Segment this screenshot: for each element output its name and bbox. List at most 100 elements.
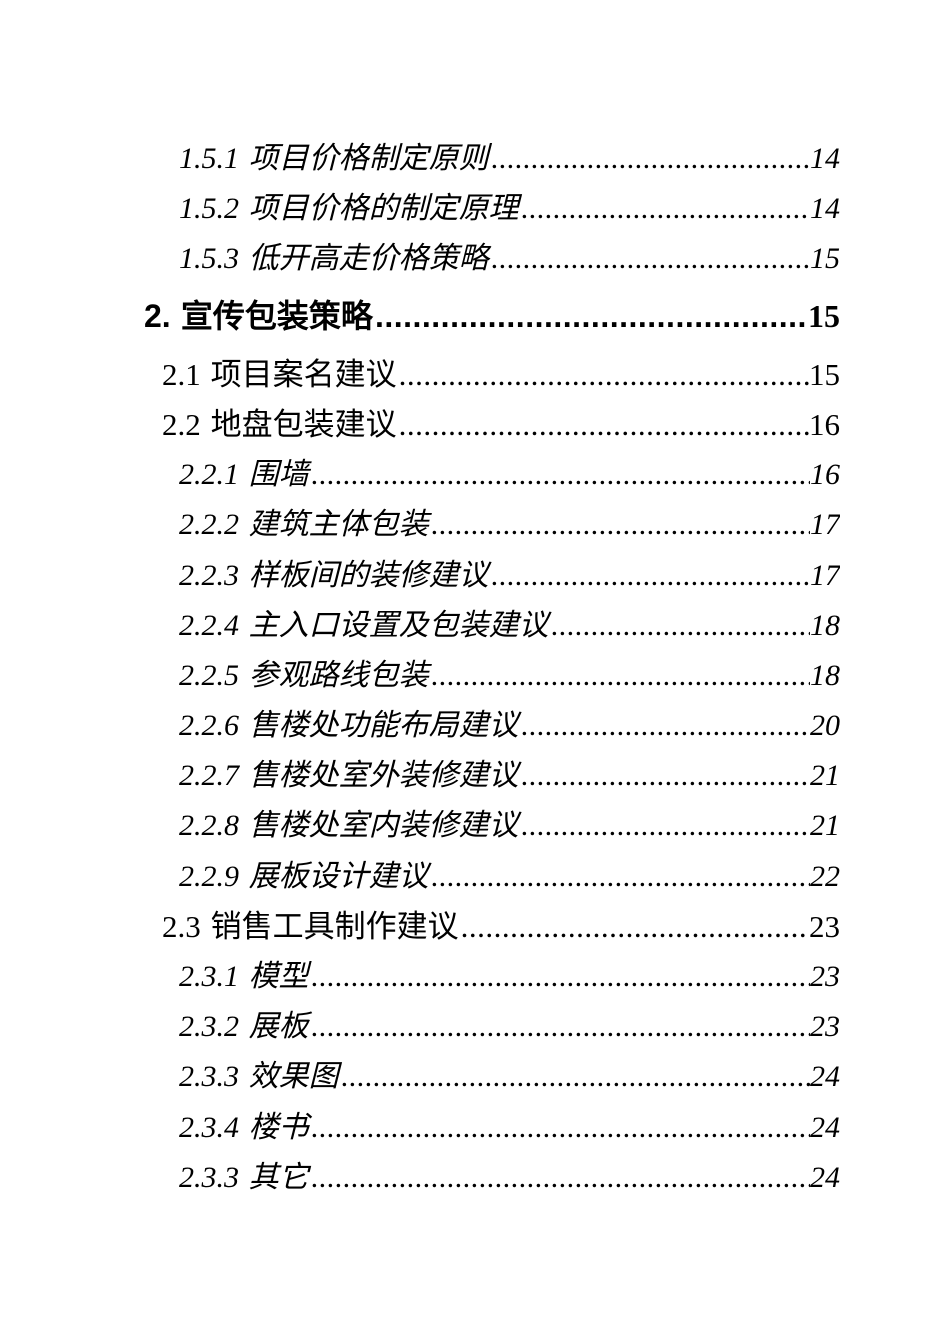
toc-entry[interactable]: 2.2.4 主入口设置及包装建议 18 bbox=[179, 593, 840, 643]
toc-entry-number: 2.2.8 bbox=[179, 809, 239, 843]
toc-entry-title: 效果图 bbox=[248, 1060, 339, 1094]
toc-entry-page: 20 bbox=[810, 709, 840, 743]
toc-entry-number: 2.3.4 bbox=[179, 1110, 239, 1144]
toc-entry-title: 楼书 bbox=[248, 1110, 309, 1144]
toc-entry-title: 低开高走价格策略 bbox=[248, 242, 489, 276]
toc-entry-page: 18 bbox=[810, 658, 840, 692]
dot-leader-icon bbox=[491, 242, 810, 276]
dot-leader-icon bbox=[461, 909, 809, 944]
toc-entry[interactable]: 2.3 销售工具制作建议 23 bbox=[162, 894, 840, 944]
toc-entry-title: 宣传包装策略 bbox=[180, 297, 373, 334]
toc-entry-title: 售楼处功能布局建议 bbox=[248, 709, 519, 743]
toc-entry[interactable]: 2.2.9 展板设计建议 22 bbox=[179, 844, 840, 894]
toc-entry-number: 2.2.2 bbox=[179, 508, 239, 542]
toc-entry-title: 模型 bbox=[248, 960, 309, 993]
dot-leader-icon bbox=[311, 1010, 810, 1044]
dot-leader-icon bbox=[551, 609, 810, 643]
toc-entry-number: 1.5.2 bbox=[179, 192, 239, 226]
toc-entry[interactable]: 2.2.1 围墙 16 bbox=[179, 442, 840, 492]
toc-entry-number: 2.2.4 bbox=[179, 608, 239, 642]
toc-entry-title: 售楼处室内装修建议 bbox=[248, 809, 519, 843]
toc-entry[interactable]: 2.3.2 展板 23 bbox=[179, 994, 840, 1044]
toc-entry-number: 2.2.6 bbox=[179, 709, 239, 743]
toc-entry[interactable]: 1.5.3 低开高走价格策略 15 bbox=[179, 226, 840, 276]
toc-entry-page: 21 bbox=[810, 759, 840, 793]
toc-entry-number: 2.1 bbox=[162, 356, 201, 392]
dot-leader-icon bbox=[431, 659, 810, 693]
toc-entry-number: 2.3.1 bbox=[179, 960, 239, 993]
dot-leader-icon bbox=[521, 759, 810, 793]
dot-leader-icon bbox=[311, 458, 810, 492]
dot-leader-icon bbox=[311, 960, 810, 994]
toc-entry-page: 24 bbox=[810, 1110, 840, 1144]
toc-entry[interactable]: 2.2.7 售楼处室外装修建议 21 bbox=[179, 743, 840, 793]
toc-entry[interactable]: 2.2.8 售楼处室内装修建议 21 bbox=[179, 793, 840, 843]
toc-entry[interactable]: 2.2.2 建筑主体包装 17 bbox=[179, 492, 840, 542]
dot-leader-icon bbox=[521, 192, 810, 226]
toc-entry-title: 销售工具制作建议 bbox=[210, 908, 459, 944]
toc-entry[interactable]: 2.2.5 参观路线包装 18 bbox=[179, 643, 840, 693]
dot-leader-icon bbox=[399, 357, 809, 392]
toc-entry-title: 主入口设置及包装建议 bbox=[248, 608, 549, 642]
toc-entry-number: 2.3 bbox=[162, 908, 201, 944]
toc-entry-title: 围墙 bbox=[248, 458, 309, 492]
toc-entry-title: 样板间的装修建议 bbox=[248, 558, 489, 592]
toc-entry[interactable]: 2.2.6 售楼处功能布局建议 20 bbox=[179, 693, 840, 743]
toc-entry-page: 18 bbox=[810, 608, 840, 642]
toc-entry[interactable]: 1.5.1 项目价格制定原则 14 bbox=[179, 126, 840, 176]
toc-list: 1.5.1 项目价格制定原则 14 1.5.2 项目价格的制定原理 14 1.5… bbox=[0, 0, 950, 1195]
toc-entry-number: 2.2.1 bbox=[179, 458, 239, 492]
dot-leader-icon bbox=[341, 1060, 810, 1094]
toc-entry-page: 23 bbox=[809, 908, 840, 944]
toc-entry-number: 1.5.1 bbox=[179, 142, 239, 175]
toc-entry-page: 15 bbox=[808, 297, 840, 334]
toc-entry-page: 21 bbox=[810, 809, 840, 843]
dot-leader-icon bbox=[431, 508, 810, 542]
toc-entry-number: 2. bbox=[144, 297, 171, 334]
toc-entry-title: 售楼处室外装修建议 bbox=[248, 759, 519, 793]
toc-entry-number: 2.2.3 bbox=[179, 558, 239, 592]
toc-entry-number: 2.2.7 bbox=[179, 759, 239, 793]
toc-entry-page: 16 bbox=[809, 406, 840, 442]
toc-entry-number: 2.3.3 bbox=[179, 1160, 239, 1194]
toc-entry[interactable]: 2.2.3 样板间的装修建议 17 bbox=[179, 543, 840, 593]
toc-entry[interactable]: 2.2 地盘包装建议 16 bbox=[162, 392, 840, 442]
toc-entry-page: 24 bbox=[810, 1160, 840, 1194]
toc-entry[interactable]: 1.5.2 项目价格的制定原理 14 bbox=[179, 176, 840, 226]
toc-entry-number: 2.2 bbox=[162, 406, 201, 442]
toc-entry[interactable]: 2.3.3 其它 24 bbox=[179, 1145, 840, 1195]
toc-entry-title: 项目价格的制定原理 bbox=[248, 192, 519, 226]
toc-entry-page: 23 bbox=[810, 960, 840, 993]
dot-leader-icon bbox=[375, 298, 808, 334]
toc-entry-title: 项目案名建议 bbox=[210, 356, 397, 392]
dot-leader-icon bbox=[311, 1161, 810, 1195]
toc-entry-page: 17 bbox=[810, 558, 840, 592]
dot-leader-icon bbox=[491, 559, 810, 593]
toc-entry[interactable]: 2.3.1 模型 23 bbox=[179, 944, 840, 994]
toc-entry-title: 展板设计建议 bbox=[248, 859, 429, 893]
toc-entry[interactable]: 2. 宣传包装策略 15 bbox=[144, 284, 840, 334]
toc-entry-page: 16 bbox=[810, 458, 840, 492]
toc-entry-title: 项目价格制定原则 bbox=[248, 142, 489, 175]
toc-entry-title: 建筑主体包装 bbox=[248, 508, 429, 542]
toc-entry-number: 2.2.5 bbox=[179, 658, 239, 692]
toc-entry-page: 23 bbox=[810, 1010, 840, 1044]
toc-entry-page: 24 bbox=[810, 1060, 840, 1094]
toc-entry-number: 1.5.3 bbox=[179, 242, 239, 276]
toc-entry-page: 15 bbox=[810, 242, 840, 276]
toc-entry-title: 参观路线包装 bbox=[248, 658, 429, 692]
toc-entry-title: 展板 bbox=[248, 1010, 309, 1044]
toc-entry[interactable]: 2.1 项目案名建议 15 bbox=[162, 342, 840, 392]
toc-entry-page: 14 bbox=[810, 192, 840, 226]
dot-leader-icon bbox=[491, 142, 810, 176]
toc-entry-page: 17 bbox=[810, 508, 840, 542]
toc-entry[interactable]: 2.3.3 效果图 24 bbox=[179, 1044, 840, 1094]
dot-leader-icon bbox=[521, 709, 810, 743]
toc-entry-number: 2.2.9 bbox=[179, 859, 239, 893]
dot-leader-icon bbox=[521, 809, 810, 843]
toc-entry-page: 14 bbox=[810, 142, 840, 175]
toc-entry-page: 22 bbox=[810, 859, 840, 893]
toc-entry-page: 15 bbox=[809, 356, 840, 392]
toc-entry[interactable]: 2.3.4 楼书 24 bbox=[179, 1095, 840, 1145]
